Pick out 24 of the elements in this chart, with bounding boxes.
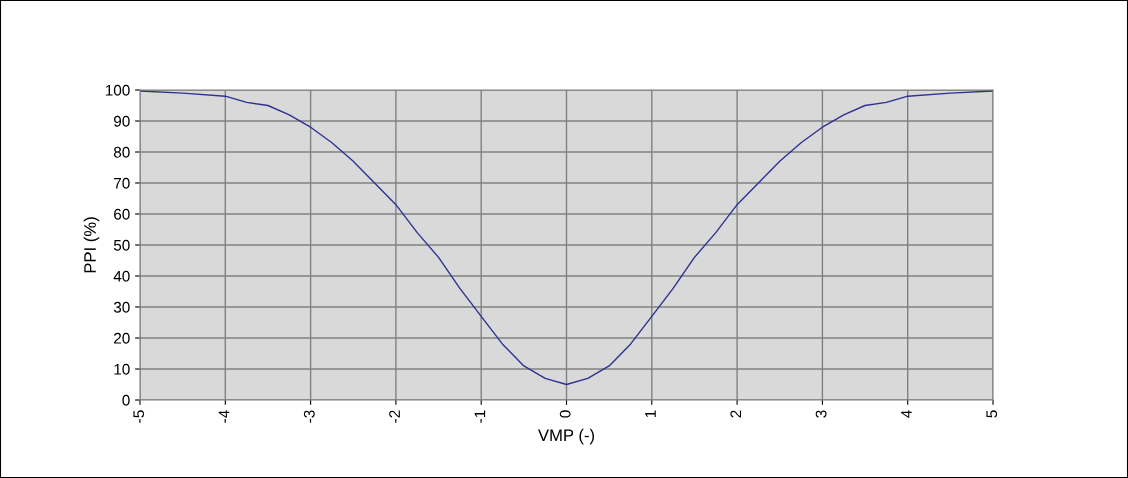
x-tick-label: -4 bbox=[218, 410, 230, 423]
y-tick-label: 20 bbox=[114, 332, 130, 344]
x-tick-label: -2 bbox=[389, 410, 400, 423]
x-tick-label: -3 bbox=[303, 410, 315, 423]
y-tick-label: 10 bbox=[114, 363, 130, 375]
y-tick-label: 30 bbox=[113, 301, 130, 313]
x-tick-label: 4 bbox=[901, 410, 912, 418]
x-axis-title: VMP (-) bbox=[538, 428, 595, 445]
x-tick-label: -5 bbox=[133, 410, 145, 423]
y-tick-label: 40 bbox=[113, 270, 130, 282]
y-tick-label: 60 bbox=[114, 208, 130, 220]
y-tick-label: 80 bbox=[113, 146, 130, 158]
x-tick-label: 1 bbox=[645, 410, 656, 418]
y-tick-label: 70 bbox=[114, 177, 130, 189]
y-tick-label: 0 bbox=[122, 394, 130, 406]
x-tick-label: 5 bbox=[986, 410, 998, 418]
x-tick-label: -1 bbox=[474, 410, 486, 423]
y-tick-label: 90 bbox=[114, 115, 130, 127]
x-tick-label: 0 bbox=[559, 410, 571, 418]
y-axis-title: PPI (%) bbox=[83, 217, 100, 273]
y-tick-label: 100 bbox=[105, 84, 130, 96]
x-tick-label: 2 bbox=[730, 410, 742, 418]
y-tick-label: 50 bbox=[113, 239, 130, 251]
x-tick-label: 3 bbox=[815, 410, 827, 418]
